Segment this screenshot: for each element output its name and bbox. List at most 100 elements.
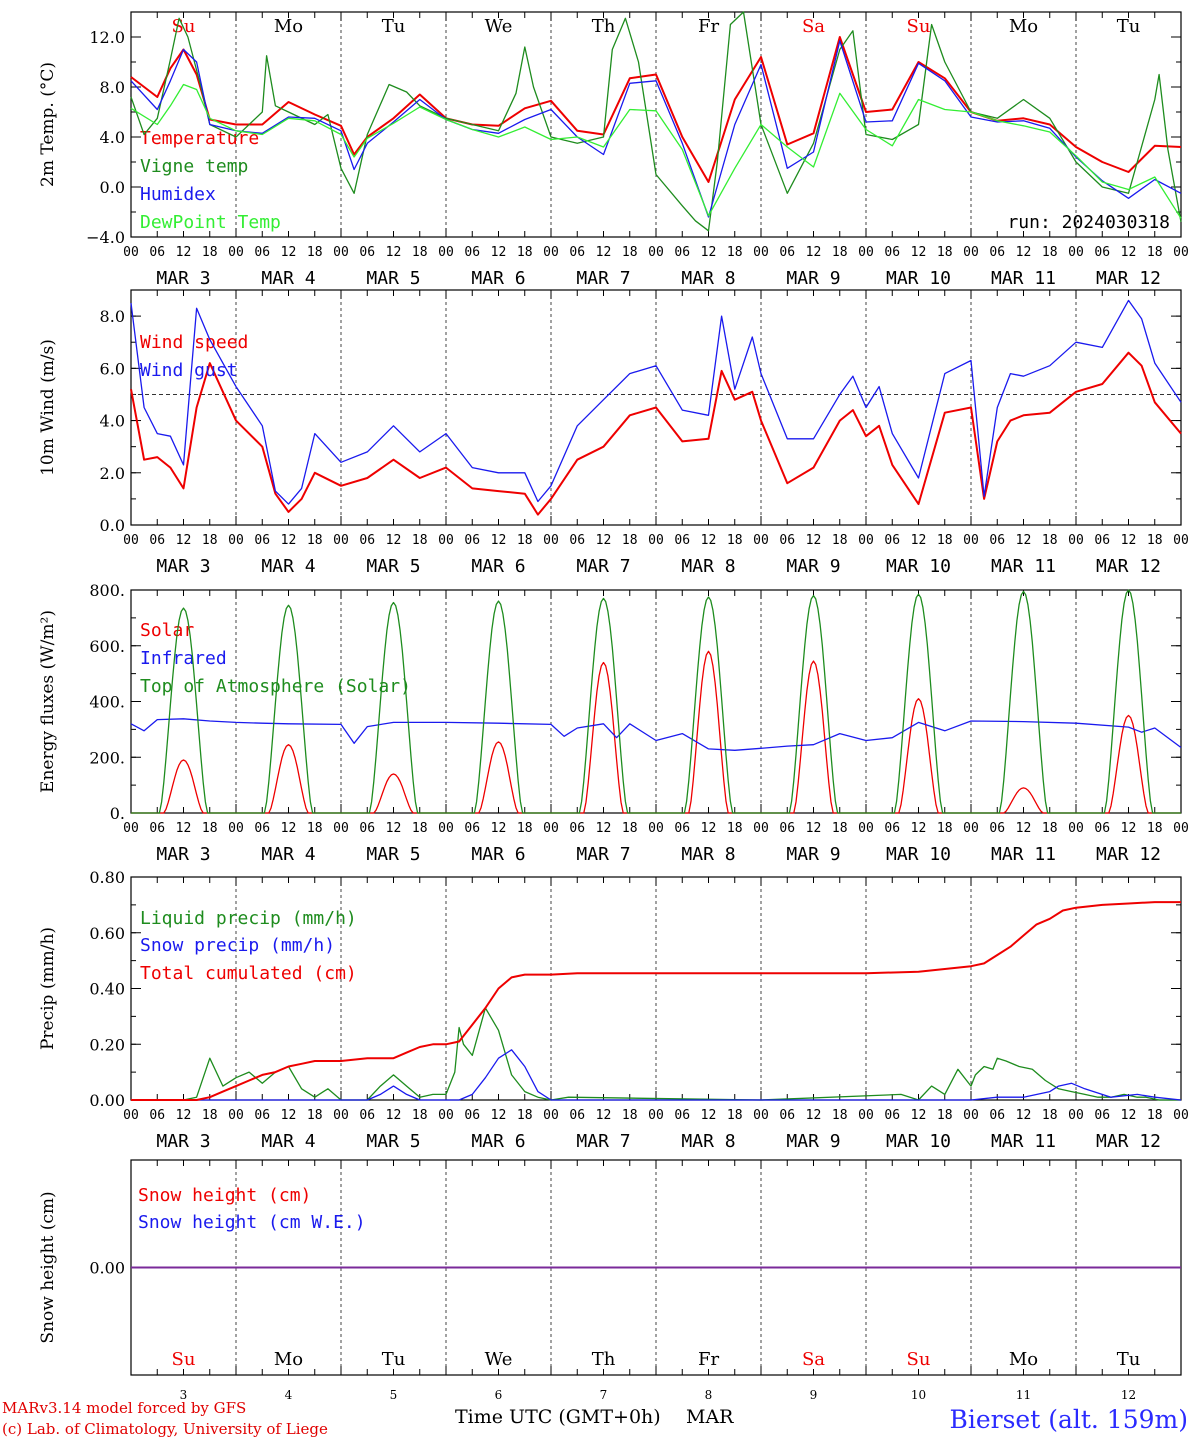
hour-tick-label: 18 [1147, 821, 1163, 836]
hour-tick-label: 12 [386, 245, 402, 260]
hour-tick-label: 18 [622, 821, 638, 836]
hour-tick-label: 18 [727, 821, 743, 836]
hour-tick-label: 06 [359, 533, 375, 548]
y-tick-label: 800. [89, 581, 125, 600]
hour-tick-label: 18 [202, 1108, 218, 1123]
hour-tick-label: 00 [648, 821, 664, 836]
hour-tick-label: 18 [622, 245, 638, 260]
legend-entry: Wind gust [140, 360, 238, 381]
day-number-label: 7 [600, 1388, 608, 1402]
hour-tick-label: 00 [1173, 533, 1189, 548]
hour-tick-label: 12 [1016, 821, 1032, 836]
date-label: MAR 10 [886, 1131, 951, 1152]
hour-tick-label: 18 [1147, 245, 1163, 260]
date-label: MAR 5 [366, 556, 420, 577]
date-label: MAR 8 [681, 844, 735, 865]
date-label: MAR 10 [886, 844, 951, 865]
hour-tick-label: 06 [149, 533, 165, 548]
hour-tick-label: 06 [884, 533, 900, 548]
hour-tick-label: 12 [491, 533, 507, 548]
day-name-label: Mo [274, 1349, 303, 1370]
hour-tick-label: 18 [307, 533, 323, 548]
hour-tick-label: 18 [412, 533, 428, 548]
hour-tick-label: 00 [228, 533, 244, 548]
date-label: MAR 8 [681, 556, 735, 577]
date-label: MAR 12 [1096, 268, 1161, 289]
hour-tick-label: 12 [176, 1108, 192, 1123]
series-line-infrared [130, 718, 1182, 751]
hour-tick-label: 00 [438, 1108, 454, 1123]
hour-tick-label: 12 [596, 1108, 612, 1123]
hour-tick-label: 12 [1121, 1108, 1137, 1123]
hour-tick-label: 00 [753, 821, 769, 836]
hour-tick-label: 12 [911, 1108, 927, 1123]
date-label: MAR 4 [261, 1131, 315, 1152]
legend-entry: Top of Atmosphere (Solar) [140, 676, 411, 697]
legend-entry: Vigne temp [140, 156, 248, 177]
y-tick-label: 400. [89, 693, 125, 712]
day-name-label: Fr [698, 16, 719, 37]
date-label: MAR 11 [991, 1131, 1056, 1152]
hour-tick-label: 06 [569, 821, 585, 836]
hour-tick-label: 00 [543, 533, 559, 548]
hour-tick-label: 18 [517, 245, 533, 260]
hour-tick-label: 12 [701, 821, 717, 836]
hour-tick-label: 18 [622, 533, 638, 548]
hour-tick-label: 12 [386, 1108, 402, 1123]
series-line-total-cumulated-cm- [131, 901, 1181, 1101]
day-name-label: Mo [274, 16, 303, 37]
date-label: MAR 5 [366, 1131, 420, 1152]
hour-tick-label: 06 [989, 533, 1005, 548]
date-label: MAR 4 [261, 556, 315, 577]
hour-tick-label: 06 [149, 245, 165, 260]
hour-tick-label: 00 [1173, 821, 1189, 836]
hour-tick-label: 06 [254, 821, 270, 836]
y-tick-label: 0.80 [89, 868, 125, 887]
hour-tick-label: 18 [307, 1108, 323, 1123]
hour-tick-label: 00 [1068, 245, 1084, 260]
hour-tick-label: 18 [202, 533, 218, 548]
panel-wind: 0.0 2.0 4.0 6.0 8.0 10m Wind (m/s) 00 06 12 18 00 0… [38, 289, 1189, 577]
hour-tick-label: 00 [438, 245, 454, 260]
hour-tick-label: 06 [1094, 821, 1110, 836]
date-label: MAR 6 [471, 268, 525, 289]
hour-tick-label: 06 [1094, 245, 1110, 260]
hour-tick-label: 12 [491, 821, 507, 836]
date-label: MAR 5 [366, 844, 420, 865]
hour-tick-label: 12 [281, 1108, 297, 1123]
y-axis-label: Snow height (cm) [38, 1191, 58, 1343]
hour-tick-label: 18 [937, 533, 953, 548]
hour-tick-label: 00 [858, 245, 874, 260]
hour-tick-label: 18 [412, 821, 428, 836]
hour-tick-label: 18 [832, 1108, 848, 1123]
hour-tick-label: 06 [674, 821, 690, 836]
legend-entry: Snow height (cm W.E.) [138, 1212, 366, 1233]
hour-tick-label: 18 [1042, 245, 1058, 260]
day-name-label: Sa [802, 16, 825, 37]
hour-tick-label: 12 [806, 1108, 822, 1123]
day-name-label: Su [172, 1349, 196, 1370]
y-tick-label: 0.60 [89, 924, 125, 943]
series-line-wind-speed [130, 351, 1182, 516]
date-label: MAR 9 [786, 1131, 840, 1152]
hour-tick-label: 00 [333, 533, 349, 548]
hour-tick-label: 06 [569, 245, 585, 260]
day-name-label: Sa [802, 1349, 825, 1370]
hour-tick-label: 12 [1121, 533, 1137, 548]
hour-tick-label: 18 [307, 245, 323, 260]
hour-tick-label: 12 [596, 533, 612, 548]
hour-tick-label: 18 [202, 821, 218, 836]
hour-tick-label: 12 [701, 1108, 717, 1123]
hour-tick-label: 06 [149, 821, 165, 836]
hour-tick-label: 06 [464, 821, 480, 836]
hour-tick-label: 00 [858, 533, 874, 548]
hour-tick-label: 12 [176, 245, 192, 260]
hour-tick-label: 00 [753, 533, 769, 548]
day-number-label: 9 [810, 1388, 818, 1402]
legend-entry: Snow precip (mm/h) [140, 935, 335, 956]
hour-tick-label: 12 [911, 245, 927, 260]
date-label: MAR 9 [786, 844, 840, 865]
hour-tick-label: 00 [1173, 1108, 1189, 1123]
hour-tick-label: 06 [569, 1108, 585, 1123]
